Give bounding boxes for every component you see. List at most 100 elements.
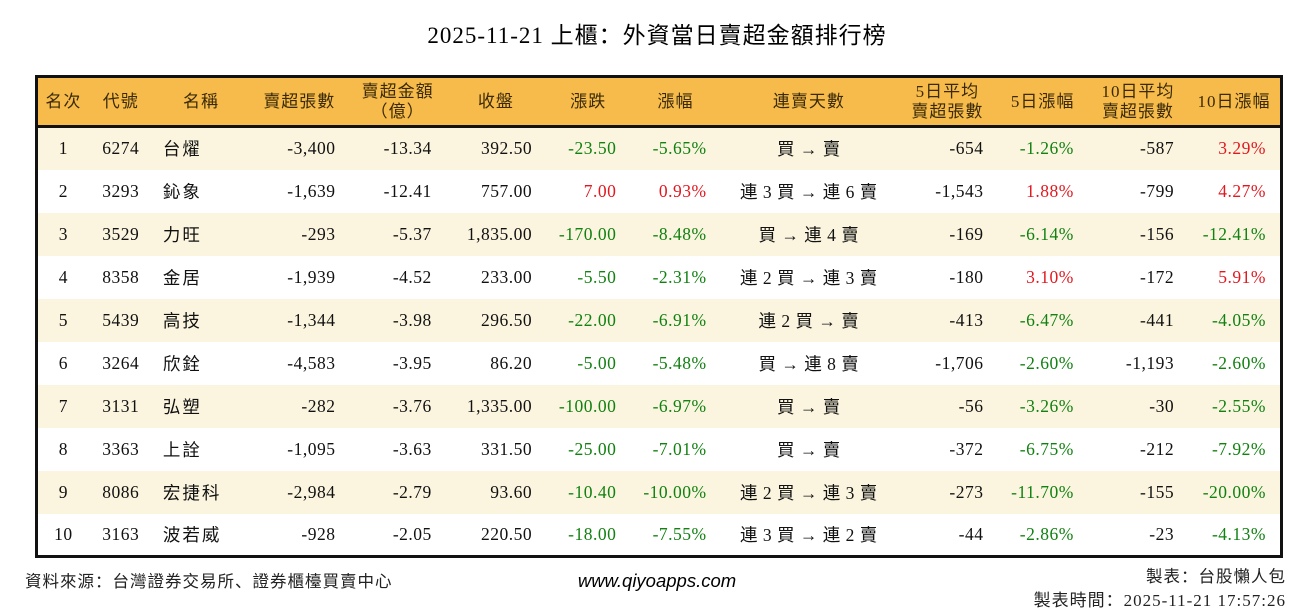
- streak-cell: 連 3 買 → 連 6 賣: [740, 181, 878, 202]
- change-cell: -170.00: [558, 223, 617, 244]
- rank-cell: 1: [58, 138, 68, 159]
- table-row: 10 3163 波若威 -928 -2.05 220.50 -18.00 -7.55% 連 3 …: [36, 513, 1282, 557]
- name-cell: 宏捷科: [162, 482, 222, 503]
- sell-amount-cell: -12.41: [383, 180, 432, 201]
- rank-cell: 7: [58, 395, 68, 416]
- avg5-volume-cell: -273: [949, 481, 984, 502]
- avg10-volume-cell: -23: [1149, 523, 1175, 544]
- sell-amount-cell: -3.98: [392, 309, 432, 330]
- table-row: 4 8358 金居 -1,939 -4.52 233.00 -5.50 -2.31% 連 2 買…: [36, 255, 1282, 299]
- code-cell: 8358: [102, 266, 140, 287]
- name-cell: 波若威: [162, 524, 222, 545]
- change-pct-cell: -10.00%: [643, 481, 707, 502]
- close-cell: 331.50: [480, 438, 533, 459]
- code-cell: 6274: [102, 138, 140, 159]
- avg10-volume-cell: -155: [1140, 481, 1175, 502]
- code-cell: 8086: [102, 481, 140, 502]
- sell-amount-cell: -3.76: [392, 395, 432, 416]
- code-cell: 3363: [102, 438, 140, 459]
- website-url: www.qiyoapps.com: [577, 570, 737, 591]
- rank-cell: 5: [58, 309, 68, 330]
- table-row: 6 3264 欣銓 -4,583 -3.95 86.20 -5.00 -5.48% 買 → 連 …: [36, 341, 1282, 385]
- avg5-volume-cell: -1,543: [935, 180, 984, 201]
- pct-5day-cell: -6.75%: [1019, 438, 1074, 459]
- change-pct-cell: -5.65%: [652, 138, 707, 159]
- col-pct-5day: 5日漲幅: [997, 76, 1088, 128]
- close-cell: 1,335.00: [466, 395, 533, 416]
- name-cell: 上詮: [162, 439, 202, 460]
- rank-cell: 3: [58, 223, 68, 244]
- col-code: 代號: [88, 76, 153, 128]
- change-pct-cell: -5.48%: [652, 352, 707, 373]
- pct-5day-cell: -2.60%: [1019, 352, 1074, 373]
- streak-cell: 連 2 買 → 連 3 賣: [740, 267, 878, 288]
- col-change-pct: 漲幅: [630, 76, 721, 128]
- change-pct-cell: -8.48%: [652, 223, 707, 244]
- close-cell: 1,835.00: [466, 223, 533, 244]
- change-cell: -100.00: [558, 395, 617, 416]
- avg5-volume-cell: -169: [949, 223, 984, 244]
- change-cell: 7.00: [583, 180, 617, 201]
- streak-cell: 買 → 賣: [777, 439, 841, 460]
- col-streak: 連賣天數: [720, 76, 898, 128]
- change-pct-cell: 0.93%: [658, 180, 707, 201]
- streak-cell: 連 3 買 → 連 2 賣: [740, 524, 878, 545]
- avg5-volume-cell: -413: [949, 309, 984, 330]
- col-sell-amount: 賣超金額 （億）: [349, 76, 446, 128]
- rank-cell: 8: [58, 438, 68, 459]
- col-avg10-volume: 10日平均 賣超張數: [1087, 76, 1189, 128]
- rank-cell: 4: [58, 266, 68, 287]
- streak-cell: 買 → 連 4 賣: [758, 224, 860, 245]
- name-cell: 台燿: [162, 139, 202, 160]
- rank-cell: 9: [58, 481, 68, 502]
- avg5-volume-cell: -1,706: [935, 352, 984, 373]
- header-row: 名次 代號 名稱 賣超張數 賣超金額 （億） 收盤 漲跌 漲幅 連賣天數 5日平…: [36, 76, 1282, 128]
- sell-amount-cell: -5.37: [392, 223, 432, 244]
- avg10-volume-cell: -441: [1140, 309, 1175, 330]
- table-row: 5 5439 高技 -1,344 -3.98 296.50 -22.00 -6.91% 連 2 …: [36, 298, 1282, 342]
- streak-cell: 買 → 賣: [777, 139, 841, 160]
- avg10-volume-cell: -587: [1140, 138, 1175, 159]
- sell-volume-cell: -293: [301, 223, 336, 244]
- close-cell: 233.00: [480, 266, 533, 287]
- code-cell: 3264: [102, 352, 140, 373]
- avg5-volume-cell: -372: [949, 438, 984, 459]
- change-cell: -23.50: [568, 138, 617, 159]
- pct-5day-cell: -3.26%: [1019, 395, 1074, 416]
- sell-volume-cell: -1,639: [287, 180, 336, 201]
- table-row: 2 3293 鈊象 -1,639 -12.41 757.00 7.00 0.93% 連 3 買 …: [36, 169, 1282, 213]
- data-source-note: 資料來源：台灣證券交易所、證券櫃檯買賣中心: [25, 572, 393, 591]
- avg10-volume-cell: -1,193: [1125, 352, 1175, 373]
- sell-amount-cell: -2.79: [392, 481, 432, 502]
- col-avg5-volume: 5日平均 賣超張數: [897, 76, 998, 128]
- sell-volume-cell: -928: [301, 523, 336, 544]
- pct-10day-cell: -20.00%: [1202, 481, 1266, 502]
- close-cell: 220.50: [480, 523, 533, 544]
- ranking-table: 名次 代號 名稱 賣超張數 賣超金額 （億） 收盤 漲跌 漲幅 連賣天數 5日平…: [35, 75, 1283, 558]
- streak-cell: 買 → 連 8 賣: [758, 353, 860, 374]
- col-change: 漲跌: [546, 76, 631, 128]
- pct-5day-cell: -2.86%: [1019, 523, 1074, 544]
- streak-cell: 連 2 買 → 賣: [758, 310, 860, 331]
- name-cell: 鈊象: [162, 181, 202, 202]
- pct-5day-cell: -11.70%: [1011, 481, 1074, 502]
- pct-10day-cell: -4.13%: [1211, 523, 1266, 544]
- sell-amount-cell: -4.52: [392, 266, 432, 287]
- col-pct-10day: 10日漲幅: [1188, 76, 1282, 128]
- close-cell: 392.50: [480, 138, 533, 159]
- page-title: 2025-11-21 上櫃：外資當日賣超金額排行榜: [427, 23, 887, 48]
- name-cell: 弘塑: [162, 396, 202, 417]
- code-cell: 3131: [102, 395, 140, 416]
- sell-amount-cell: -2.05: [392, 523, 432, 544]
- code-cell: 3293: [102, 180, 140, 201]
- pct-10day-cell: 5.91%: [1218, 266, 1266, 287]
- change-cell: -22.00: [568, 309, 617, 330]
- pct-10day-cell: 4.27%: [1218, 180, 1266, 201]
- avg10-volume-cell: -172: [1140, 266, 1175, 287]
- pct-10day-cell: 3.29%: [1218, 138, 1266, 159]
- change-cell: -5.50: [577, 266, 617, 287]
- avg10-volume-cell: -156: [1140, 223, 1175, 244]
- close-cell: 93.60: [490, 481, 533, 502]
- table-row: 7 3131 弘塑 -282 -3.76 1,335.00 -100.00 -6.97% 買 →…: [36, 384, 1282, 428]
- sell-volume-cell: -4,583: [287, 352, 336, 373]
